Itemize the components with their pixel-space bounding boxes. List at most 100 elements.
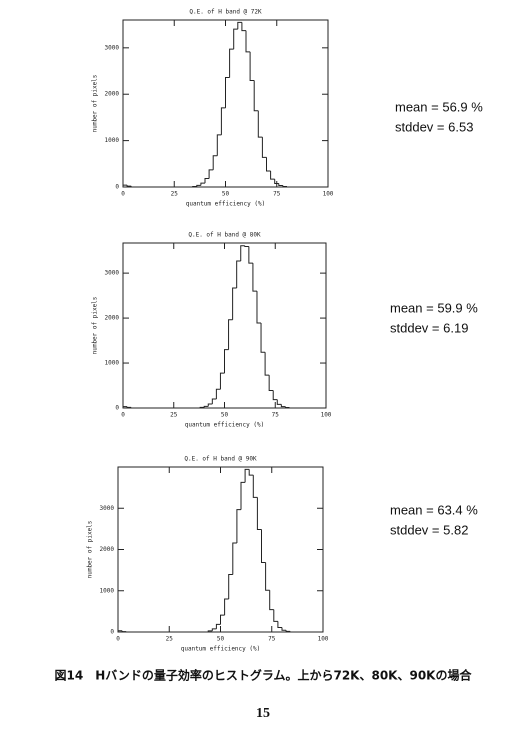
histogram-step [200,182,205,186]
x-tick-label: 50 [217,636,225,643]
histogram-step [208,169,214,179]
y-axis-label: number of pixels [92,74,99,132]
stat-annotation: mean = 59.9 % [390,300,478,315]
histogram-step [207,403,213,407]
histogram-step [220,614,225,625]
histogram-step [236,509,241,544]
x-tick-label: 50 [221,412,229,419]
histogram-step [288,407,294,409]
y-tick-label: 3000 [100,505,115,512]
histogram-step [268,375,274,392]
x-tick-label: 0 [121,191,125,198]
histogram-step [270,170,275,180]
stat-annotation: mean = 56.9 % [395,99,483,114]
y-tick-label: 2000 [105,315,120,322]
histogram-step [244,468,250,483]
histogram-step [207,630,213,632]
x-axis-label: quantum efficiency (%) [181,646,260,653]
histogram-step [281,627,287,631]
histogram-step [212,155,218,170]
histogram-step [244,245,249,247]
histogram-step [126,406,132,408]
stat-annotation: stddev = 5.82 [390,522,468,537]
chart-title: Q.E. of H band @ 72K [189,9,262,16]
y-tick-label: 2000 [100,546,115,553]
histogram-step [130,186,136,188]
histogram-step [276,399,282,405]
y-tick-label: 3000 [105,270,120,277]
histogram-step [249,51,255,81]
histogram-step [286,186,292,188]
histogram-step [284,406,290,408]
histogram-step [252,263,257,292]
histogram-step [224,349,229,374]
histogram-step [203,405,209,408]
stat-annotation: mean = 63.4 % [390,502,478,517]
histogram-step [261,137,267,158]
histogram-step [278,183,283,187]
histogram-step [126,185,132,187]
histogram-step [264,352,270,376]
histogram-step [215,388,221,399]
histogram-step [252,475,258,498]
histogram-step [272,390,278,401]
x-tick-label: 100 [318,636,329,643]
histogram-step [122,184,128,187]
histogram-step [121,630,127,633]
histogram-step [266,157,271,172]
y-tick-label: 0 [115,184,119,191]
x-tick-label: 75 [273,191,281,198]
stat-annotation: stddev = 6.53 [395,119,473,134]
histogram-step [245,30,251,53]
y-tick-label: 1000 [100,587,115,594]
histogram-step [257,110,263,138]
histogram-step [130,407,136,409]
histogram-step [273,609,278,622]
histogram-step [289,631,295,633]
x-tick-label: 0 [116,636,120,643]
y-tick-label: 3000 [105,44,120,51]
histogram-step [237,21,242,30]
histogram-step [256,291,262,324]
histogram-step [224,598,229,616]
y-axis-label: number of pixels [92,296,99,354]
histogram-step [240,481,246,510]
x-tick-label: 75 [272,412,280,419]
x-tick-label: 0 [121,412,125,419]
x-tick-label: 100 [323,191,334,198]
histogram-step [228,574,233,599]
x-tick-label: 50 [222,191,230,198]
histogram-step [199,406,205,408]
histogram-step [240,245,245,261]
histogram-step [232,542,237,575]
figure-caption: 図14 Hバンドの量子効率のヒストグラム。上から72K、80K、90Kの場合 [55,668,473,683]
histogram-step [122,406,128,408]
histogram-step [196,184,201,187]
y-tick-label: 1000 [105,360,120,367]
histogram-step [277,621,282,629]
histogram-step [211,398,217,405]
histogram-step [248,469,254,476]
histogram-step [285,630,291,632]
histogram-step [228,319,233,350]
histogram-step [225,76,230,108]
histogram-step [280,404,286,408]
histogram-step [265,562,270,591]
x-tick-label: 25 [171,191,179,198]
x-tick-label: 100 [321,412,332,419]
histogram-step [253,80,259,112]
histogram-step [256,497,262,530]
histogram-step [241,22,246,32]
y-tick-label: 0 [110,629,114,636]
y-axis-label: number of pixels [87,520,94,578]
histogram-step [248,246,253,264]
y-tick-label: 2000 [105,91,120,98]
histogram-step [219,372,225,390]
histogram-step [211,628,217,631]
histogram-step [229,48,234,78]
stat-annotation: stddev = 6.19 [390,320,468,335]
histogram-step [117,630,123,632]
histogram-step [215,623,221,629]
histogram-step [269,590,274,611]
